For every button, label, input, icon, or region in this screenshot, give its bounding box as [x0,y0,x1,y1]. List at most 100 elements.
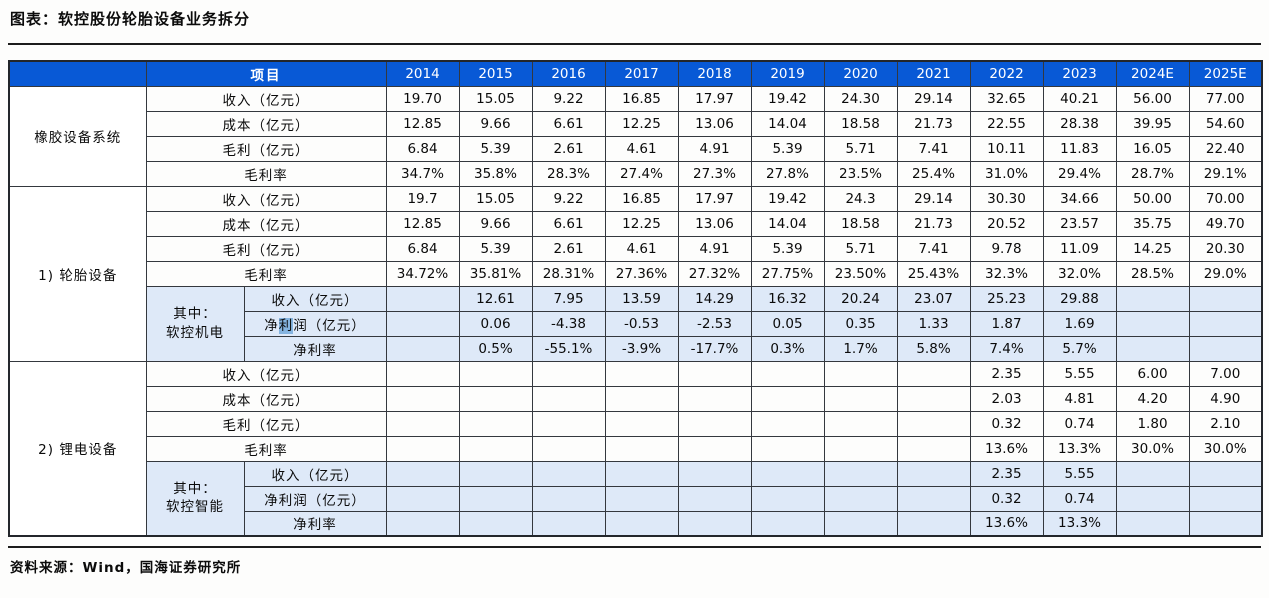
value-cell: 40.21 [1042,85,1117,112]
value-cell: 16.85 [604,85,679,112]
value-cell [677,460,752,487]
value-cell [604,385,679,412]
value-cell: 5.71 [823,135,898,162]
section-label: 2) 锂电设备 [8,360,147,537]
table-row: 毛利率 13.6% 13.3% 30.0% 30.0% [9,435,1263,462]
value-cell [385,360,460,387]
value-cell [750,485,825,512]
row-label: 成本（亿元） [145,385,387,412]
value-cell: 16.32 [750,285,825,312]
value-cell: -55.1% [531,335,606,362]
value-cell [385,460,460,487]
value-cell: 29.0% [1188,260,1263,287]
value-cell: 0.32 [969,485,1044,512]
figure-title: 图表：软控股份轮胎设备业务拆分 [10,10,251,28]
value-cell [1115,335,1190,362]
value-cell: 30.0% [1188,435,1263,462]
value-cell [385,410,460,437]
value-cell: 34.66 [1042,185,1117,212]
top-rule [8,43,1261,45]
table-row: 成本（亿元） 2.03 4.81 4.20 4.90 [9,385,1263,412]
value-cell [531,385,606,412]
value-cell [896,510,971,537]
value-cell [531,360,606,387]
value-cell: 32.65 [969,85,1044,112]
value-cell: 5.55 [1042,360,1117,387]
value-cell: 12.85 [385,110,460,137]
value-cell: 7.41 [896,235,971,262]
value-cell: 9.66 [458,210,533,237]
value-cell: 54.60 [1188,110,1263,137]
row-label: 成本（亿元） [145,110,387,137]
value-cell [823,485,898,512]
value-cell: 4.61 [604,135,679,162]
table-row: 毛利率 34.7% 35.8% 28.3% 27.4% 27.3% 27.8% 23.5% 25… [9,160,1263,187]
value-cell: 6.00 [1115,360,1190,387]
value-cell: 39.95 [1115,110,1190,137]
bottom-rule [8,546,1261,548]
value-cell: 5.39 [750,235,825,262]
sub-table-row: 其中： 软控机电 收入（亿元） 12.61 7.95 13.59 14.29 16.32 20.… [9,285,1263,362]
value-cell: -0.53 [604,310,679,337]
value-cell [604,410,679,437]
value-cell: 32.3% [969,260,1044,287]
value-cell: 27.75% [750,260,825,287]
value-cell [1188,460,1263,487]
year-header-2016: 2016 [531,60,606,87]
value-cell: 22.55 [969,110,1044,137]
section-label: 橡胶设备系统 [8,85,147,187]
value-cell: 2.10 [1188,410,1263,437]
value-cell: 29.14 [896,85,971,112]
value-cell: 19.42 [750,185,825,212]
year-header-2014: 2014 [385,60,460,87]
value-cell [1115,460,1190,487]
value-cell: 27.4% [604,160,679,187]
value-cell: 0.06 [458,310,533,337]
value-cell: 6.61 [531,210,606,237]
value-cell [823,410,898,437]
value-cell: 29.14 [896,185,971,212]
value-cell: 12.85 [385,210,460,237]
table-row: 橡胶设备系统 收入（亿元） 19.70 15.05 9.22 16.85 17.97 19.4… [8,85,1263,187]
value-cell: -4.38 [531,310,606,337]
value-cell: 5.39 [458,235,533,262]
corner-cell [8,60,147,87]
value-cell: 11.09 [1042,235,1117,262]
table-row: 毛利率 34.72% 35.81% 28.31% 27.36% 27.32% 27.75% 2… [9,260,1263,287]
row-label: 收入（亿元） [145,85,387,112]
value-cell: 23.50% [823,260,898,287]
value-cell: 4.90 [1188,385,1263,412]
value-cell [677,385,752,412]
value-cell: 23.5% [823,160,898,187]
value-cell: 4.20 [1115,385,1190,412]
value-cell: 21.73 [896,110,971,137]
value-cell: 25.43% [896,260,971,287]
value-cell: 0.3% [750,335,825,362]
value-cell: 77.00 [1188,85,1263,112]
value-cell [604,485,679,512]
value-cell: 29.88 [1042,285,1117,312]
value-cell: 23.07 [896,285,971,312]
value-cell: 25.4% [896,160,971,187]
value-cell: 15.05 [458,85,533,112]
value-cell: 2.61 [531,235,606,262]
value-cell: 30.30 [969,185,1044,212]
value-cell [823,360,898,387]
value-cell [531,410,606,437]
value-cell: 30.0% [1115,435,1190,462]
value-cell: 32.0% [1042,260,1117,287]
row-label: 净利率 [243,510,387,537]
value-cell: 13.6% [969,510,1044,537]
value-cell: 28.31% [531,260,606,287]
value-cell: 21.73 [896,210,971,237]
value-cell: 25.23 [969,285,1044,312]
value-cell: 14.04 [750,210,825,237]
table-header: 项目 2014 2015 2016 2017 2018 2019 2020 2021 2022 20… [8,60,1263,87]
value-cell [604,360,679,387]
year-header-2017: 2017 [604,60,679,87]
row-label: 毛利（亿元） [145,235,387,262]
value-cell: 24.30 [823,85,898,112]
value-cell [823,510,898,537]
value-cell [896,435,971,462]
value-cell: 56.00 [1115,85,1190,112]
